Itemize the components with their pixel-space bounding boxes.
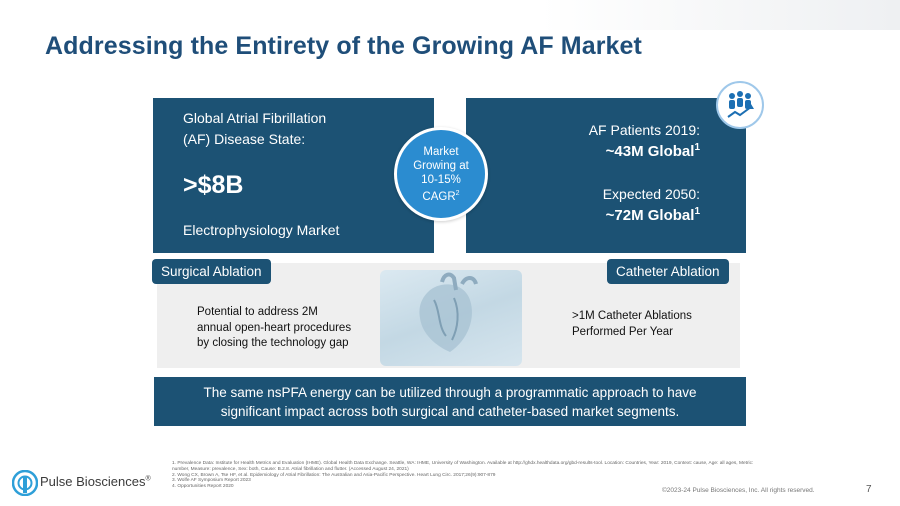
pulse-logo-icon	[11, 469, 39, 497]
patients-2019: AF Patients 2019: ~43M Global1	[589, 122, 700, 160]
market-value: >$8B	[183, 171, 244, 199]
surgical-ablation-tag: Surgical Ablation	[152, 259, 271, 284]
af-patients-panel: AF Patients 2019: ~43M Global1 Expected …	[466, 98, 746, 253]
company-logo-text: Pulse Biosciences®	[40, 474, 151, 489]
patients-2019-value: ~43M Global1	[605, 142, 700, 160]
slide-title: Addressing the Entirety of the Growing A…	[45, 32, 642, 60]
copyright: ©2023-24 Pulse Biosciences, Inc. All rig…	[662, 487, 815, 494]
market-growth-badge: Market Growing at 10-15% CAGR2	[394, 127, 488, 221]
heart-image	[380, 270, 522, 366]
banner-line-2: significant impact across both surgical …	[220, 403, 680, 419]
patients-2019-label: AF Patients 2019:	[588, 122, 700, 138]
header-band	[0, 0, 900, 30]
banner-line-1: The same nsPFA energy can be utilized th…	[203, 384, 697, 400]
growth-line-2: Growing at	[413, 159, 469, 172]
panel-line-1: Global Atrial Fibrillation	[183, 110, 327, 126]
market-subtitle: Electrophysiology Market	[183, 222, 340, 238]
panel-line-2: (AF) Disease State:	[183, 131, 306, 147]
catheter-description: >1M Catheter Ablations Performed Per Yea…	[572, 310, 692, 338]
patients-2050-value: ~72M Global1	[605, 206, 700, 224]
af-market-panel: Global Atrial Fibrillation (AF) Disease …	[153, 98, 434, 253]
growth-line-3: 10-15%	[421, 173, 461, 186]
people-growth-icon	[716, 81, 764, 129]
catheter-ablation-tag: Catheter Ablation	[607, 259, 729, 284]
patients-2050-label: Expected 2050:	[602, 186, 700, 202]
references-list: 1. Prevalence Data: Institute for Health…	[172, 461, 754, 490]
surgical-description: Potential to address 2M annual open-hear…	[197, 306, 352, 349]
patients-2050: Expected 2050: ~72M Global1	[603, 186, 700, 224]
summary-banner: The same nsPFA energy can be utilized th…	[154, 377, 746, 426]
page-number: 7	[866, 484, 872, 495]
growth-line-1: Market	[423, 145, 459, 158]
growth-line-4: CAGR2	[422, 189, 460, 203]
